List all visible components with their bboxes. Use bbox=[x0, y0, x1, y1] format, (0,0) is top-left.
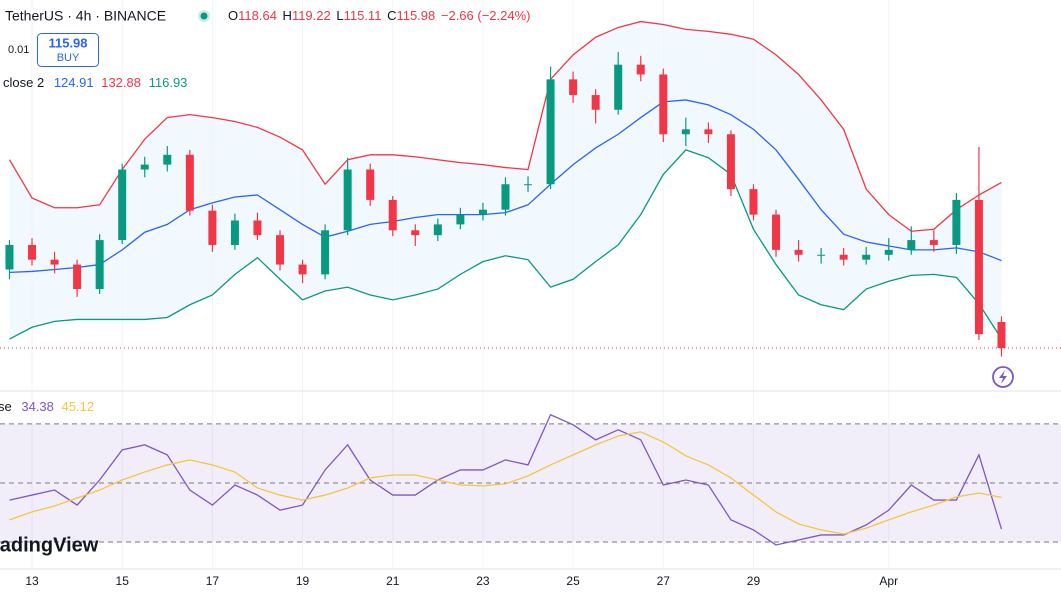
candle-body bbox=[433, 224, 442, 236]
candle-body bbox=[321, 230, 330, 275]
bb-lower-value: 116.93 bbox=[149, 75, 188, 90]
candle-body bbox=[974, 199, 983, 335]
ohlc-label: H bbox=[283, 8, 292, 23]
candle-body bbox=[140, 164, 149, 170]
candle-body bbox=[298, 264, 307, 275]
candle-body bbox=[614, 64, 623, 110]
candle-body bbox=[50, 259, 59, 265]
x-tick-label: 23 bbox=[476, 574, 490, 588]
candle-body bbox=[952, 199, 961, 245]
x-tick-label: 27 bbox=[657, 574, 671, 588]
candle-body bbox=[411, 230, 420, 236]
candle-body bbox=[456, 214, 465, 225]
candle-body bbox=[862, 254, 871, 260]
candle-body bbox=[704, 129, 713, 135]
bb-legend: close 2 124.91 132.88 116.93 bbox=[3, 75, 187, 90]
bb-upper-value: 132.88 bbox=[101, 75, 141, 90]
candle-body bbox=[478, 209, 487, 215]
candle-body bbox=[659, 74, 668, 135]
candle-body bbox=[907, 240, 916, 250]
x-tick-label: 21 bbox=[386, 574, 400, 588]
candle-body bbox=[997, 321, 1006, 349]
rsi-legend: se 34.38 45.12 bbox=[0, 399, 94, 414]
candle-body bbox=[681, 129, 690, 135]
x-tick-label: 29 bbox=[747, 574, 761, 588]
ohlc-value: 118.64 bbox=[238, 8, 277, 23]
rsi-ma-value: 45.12 bbox=[62, 399, 95, 414]
x-tick-label: 19 bbox=[296, 574, 310, 588]
ohlc-legend: O118.64 H119.22 L115.11 C115.98 −2.66 (−… bbox=[228, 8, 531, 23]
candle-body bbox=[95, 240, 104, 290]
indicator-line bbox=[9, 413, 1003, 546]
rsi-value: 34.38 bbox=[21, 399, 54, 414]
x-tick-label: 13 bbox=[25, 574, 39, 588]
candle-body bbox=[569, 79, 578, 96]
buy-button-frame[interactable] bbox=[37, 33, 99, 67]
indicator-line bbox=[9, 431, 1002, 535]
candle-body bbox=[929, 240, 938, 245]
indicator-line bbox=[8, 20, 1002, 232]
candle-body bbox=[524, 184, 533, 186]
candle-body bbox=[388, 199, 397, 231]
candle-body bbox=[118, 169, 127, 241]
candle-body bbox=[817, 254, 826, 256]
candle-body bbox=[636, 64, 645, 75]
candle-body bbox=[5, 244, 14, 270]
status-dot bbox=[200, 12, 208, 20]
x-tick-label: 25 bbox=[566, 574, 580, 588]
alert-icon-bolt[interactable] bbox=[999, 370, 1007, 384]
candle-body bbox=[884, 249, 893, 255]
candle-body bbox=[73, 264, 82, 290]
buy-label[interactable]: BUY bbox=[57, 52, 80, 64]
price-change: −2.66 (−2.24%) bbox=[441, 8, 531, 23]
candle-body bbox=[253, 220, 262, 236]
ohlc-value: 119.22 bbox=[292, 8, 331, 23]
candle-body bbox=[749, 189, 758, 215]
x-tick-label: 17 bbox=[206, 574, 220, 588]
ohlc-value: 115.11 bbox=[344, 8, 382, 23]
candle-body bbox=[343, 169, 352, 231]
candle-body bbox=[772, 214, 781, 250]
x-tick-label: 15 bbox=[116, 574, 130, 588]
buy-price[interactable]: 115.98 bbox=[48, 35, 87, 50]
candle-body bbox=[591, 95, 600, 110]
candle-body bbox=[839, 254, 848, 260]
ohlc-label: L bbox=[336, 8, 343, 23]
header: TetherUS · 4h · BINANCE O118.64 H119.22 … bbox=[0, 8, 531, 415]
ohlc-label: O bbox=[228, 8, 238, 23]
candle-body bbox=[230, 220, 239, 245]
bb-label: close 2 bbox=[3, 75, 44, 90]
candle-body bbox=[208, 210, 217, 245]
rsi-label: se bbox=[0, 399, 12, 414]
candle-body bbox=[726, 134, 735, 190]
candle-body bbox=[276, 235, 285, 265]
candle-body bbox=[794, 249, 803, 255]
indicator-line bbox=[9, 149, 1003, 340]
buy-button[interactable]: 115.98 BUY bbox=[37, 33, 99, 67]
x-tick-label: Apr bbox=[879, 574, 898, 588]
spread: 0.01 bbox=[8, 44, 29, 56]
marks-layer bbox=[5, 20, 1006, 546]
candle-body bbox=[163, 154, 172, 165]
candle-body bbox=[185, 154, 194, 211]
ohlc-value: 115.98 bbox=[396, 8, 435, 23]
logo: radingView bbox=[0, 534, 99, 556]
alert-icon[interactable] bbox=[992, 366, 1014, 388]
symbol-title: TetherUS · 4h · BINANCE bbox=[5, 8, 166, 24]
candle-body bbox=[501, 184, 510, 210]
candle-body bbox=[366, 169, 375, 200]
ohlc-label: C bbox=[387, 8, 396, 23]
candle-body bbox=[28, 244, 37, 260]
candle-body bbox=[546, 79, 555, 185]
bb-basis-value: 124.91 bbox=[54, 75, 94, 90]
